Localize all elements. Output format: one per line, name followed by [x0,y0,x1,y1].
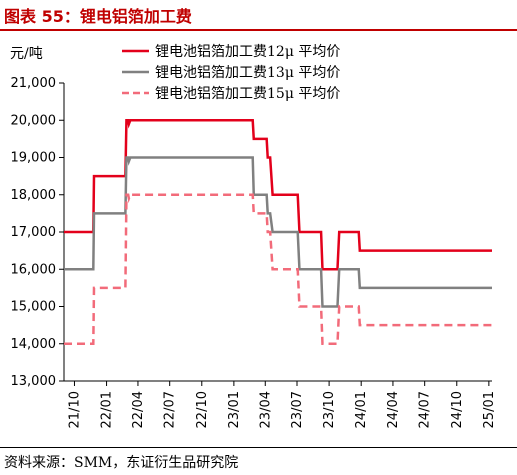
legend-label-2: 锂电池铝箔加工费13μ 平均价 [155,65,340,81]
source-note: 资料来源：SMM，东证衍生品研究院 [4,455,239,471]
series-line-3 [64,193,492,345]
y-tick-label: 20,000 [11,113,57,128]
line-chart: 13,000 14,000 15,000 16,000 17,000 18,000 19,0… [10,44,497,428]
y-tick-label: 16,000 [11,262,57,277]
title-underline [0,29,517,31]
x-tick-label: 22/01 [100,391,115,428]
legend-label-3: 锂电池铝箔加工费15μ 平均价 [155,86,340,102]
y-tick-label: 19,000 [11,151,57,166]
x-tick-label: 23/10 [322,391,337,428]
x-tick-label: 23/01 [227,391,242,428]
series-line-2 [64,156,492,308]
series-layer [64,119,492,345]
x-tick-label: 22/10 [195,391,210,428]
y-axis-unit-label: 元/吨 [10,46,43,62]
x-axis-ticks: 21/10 22/01 22/04 22/07 22/10 23/01 23/04 23/07… [67,381,497,428]
x-tick-label: 21/10 [67,391,82,428]
x-tick-label: 23/04 [258,391,273,428]
x-tick-label: 23/07 [290,391,305,428]
x-tick-label: 22/04 [131,391,146,428]
figure-title: 图表 55：锂电铝箔加工费 [4,7,192,26]
y-axis-ticks: 13,000 14,000 15,000 16,000 17,000 18,000 19,0… [11,76,64,389]
x-tick-label: 24/01 [354,391,369,428]
y-tick-label: 14,000 [11,337,57,352]
y-tick-label: 15,000 [11,300,57,315]
x-tick-label: 25/01 [482,391,497,428]
y-tick-label: 13,000 [11,374,57,389]
source-divider [0,447,517,448]
y-tick-label: 17,000 [11,225,57,240]
legend-label-1: 锂电池铝箔加工费12μ 平均价 [155,44,340,60]
y-tick-label: 18,000 [11,188,57,203]
y-tick-label: 21,000 [11,76,57,91]
x-tick-label: 22/07 [163,391,178,428]
x-tick-label: 24/04 [386,391,401,428]
series-line-1 [64,119,492,271]
x-tick-label: 24/10 [450,391,465,428]
x-tick-label: 24/07 [418,391,433,428]
